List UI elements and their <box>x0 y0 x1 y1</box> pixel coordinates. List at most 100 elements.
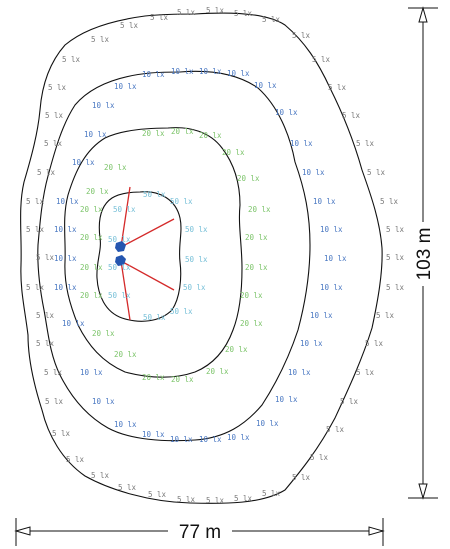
contour-value-label: 5 lx <box>45 111 64 120</box>
contour-value-label: 10 lx <box>114 420 137 429</box>
contour-value-label: 10 lx <box>302 168 325 177</box>
contour-value-label: 50 lx <box>185 255 208 264</box>
contour-value-label: 5 lx <box>234 494 253 503</box>
contour-value-label: 5 lx <box>44 139 63 148</box>
contour-value-label: 10 lx <box>142 70 165 79</box>
contour-value-label: 5 lx <box>150 13 169 22</box>
contour-value-label: 5 lx <box>44 368 63 377</box>
contour-value-label: 10 lx <box>275 395 298 404</box>
contour-value-label: 5 lx <box>177 8 196 17</box>
luminaire-icon <box>115 255 126 266</box>
contour-value-label: 5 lx <box>367 168 386 177</box>
contour-value-label: 5 lx <box>36 311 55 320</box>
contour-value-label: 5 lx <box>52 429 71 438</box>
contour-value-label: 5 lx <box>26 225 45 234</box>
contour-value-label: 10 lx <box>171 67 194 76</box>
luminaires <box>115 241 126 266</box>
contour-value-label: 5 lx <box>310 453 329 462</box>
contour-50-lx <box>96 191 182 322</box>
contour-value-label: 10 lx <box>290 139 313 148</box>
contour-value-label: 10 lx <box>254 81 277 90</box>
contour-value-label: 10 lx <box>199 435 222 444</box>
contour-value-label: 10 lx <box>142 430 165 439</box>
contour-value-label: 5 lx <box>36 339 55 348</box>
beam-rays <box>120 186 175 321</box>
contour-value-label: 5 lx <box>48 83 67 92</box>
contour-value-label: 50 lx <box>170 197 193 206</box>
contour-value-label: 20 lx <box>237 174 260 183</box>
contour-value-label: 10 lx <box>310 311 333 320</box>
contour-value-label: 20 lx <box>80 233 103 242</box>
contour-value-label: 5 lx <box>292 473 311 482</box>
contour-value-label: 50 lx <box>113 205 136 214</box>
contour-value-label: 5 lx <box>206 6 225 15</box>
contour-value-label: 10 lx <box>80 368 103 377</box>
contour-value-label: 5 lx <box>328 83 347 92</box>
contour-10-lx <box>37 70 311 442</box>
contour-value-label: 10 lx <box>288 368 311 377</box>
contour-value-label: 5 lx <box>206 496 225 505</box>
contour-value-label: 50 lx <box>185 225 208 234</box>
width-dimension <box>14 518 385 546</box>
contour-value-label: 10 lx <box>320 283 343 292</box>
contour-value-label: 20 lx <box>240 291 263 300</box>
contour-labels-20-lx: 20 lx 20 lx 20 lx 20 lx 20 lx 20 lx 20 lx 20 lx… <box>80 127 271 384</box>
contour-value-label: 20 lx <box>80 291 103 300</box>
contour-value-label: 10 lx <box>84 130 107 139</box>
contour-value-label: 5 lx <box>26 197 45 206</box>
contour-value-label: 5 lx <box>120 21 139 30</box>
beam-ray <box>120 218 175 248</box>
contour-value-label: 20 lx <box>142 129 165 138</box>
contour-value-label: 10 lx <box>227 69 250 78</box>
contour-value-label: 5 lx <box>262 15 281 24</box>
contour-value-label: 20 lx <box>206 367 229 376</box>
contour-value-label: 5 lx <box>312 55 331 64</box>
contour-value-label: 20 lx <box>142 373 165 382</box>
contour-value-label: 5 lx <box>386 253 405 262</box>
contour-value-label: 5 lx <box>118 483 137 492</box>
contour-value-label: 50 lx <box>108 263 131 272</box>
contour-value-label: 5 lx <box>148 490 167 499</box>
contour-value-label: 10 lx <box>92 397 115 406</box>
contour-value-label: 10 lx <box>320 225 343 234</box>
beam-ray <box>120 186 131 248</box>
width-label: 77 m <box>179 522 221 543</box>
beam-ray <box>120 260 175 291</box>
contour-value-label: 50 lx <box>143 313 166 322</box>
contour-value-label: 20 lx <box>92 329 115 338</box>
contour-value-label: 50 lx <box>183 283 206 292</box>
contour-value-label: 10 lx <box>227 433 250 442</box>
height-dimension <box>408 6 438 500</box>
contour-value-label: 10 lx <box>54 283 77 292</box>
contour-value-label: 10 lx <box>300 339 323 348</box>
contour-value-label: 20 lx <box>199 131 222 140</box>
contour-value-label: 10 lx <box>92 101 115 110</box>
height-label: 103 m <box>414 228 435 281</box>
contour-value-label: 5 lx <box>365 339 384 348</box>
contour-value-label: 50 lx <box>170 307 193 316</box>
contour-value-label: 5 lx <box>356 368 375 377</box>
contour-value-label: 5 lx <box>386 283 405 292</box>
contour-value-label: 20 lx <box>86 187 109 196</box>
contour-value-label: 50 lx <box>143 190 166 199</box>
contour-value-label: 20 lx <box>245 233 268 242</box>
contour-value-label: 10 lx <box>56 197 79 206</box>
contour-value-label: 5 lx <box>45 397 64 406</box>
contour-value-label: 20 lx <box>114 350 137 359</box>
contour-value-label: 5 lx <box>386 225 405 234</box>
contour-value-label: 10 lx <box>114 82 137 91</box>
contour-value-label: 5 lx <box>292 31 311 40</box>
contour-value-label: 5 lx <box>342 111 361 120</box>
contour-value-label: 5 lx <box>62 55 81 64</box>
contour-value-label: 10 lx <box>256 419 279 428</box>
contour-value-label: 5 lx <box>380 197 399 206</box>
contour-value-label: 5 lx <box>234 9 253 18</box>
contour-20-lx <box>64 127 243 378</box>
contour-value-label: 50 lx <box>108 291 131 300</box>
beam-ray <box>120 260 131 321</box>
contour-value-label: 5 lx <box>177 495 196 504</box>
contour-value-label: 5 lx <box>326 425 345 434</box>
contour-value-label: 5 lx <box>36 253 55 262</box>
contour-value-label: 5 lx <box>340 397 359 406</box>
